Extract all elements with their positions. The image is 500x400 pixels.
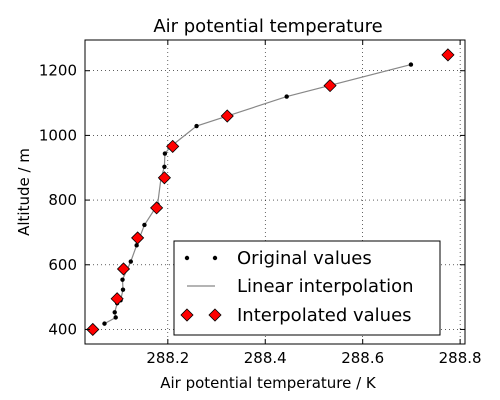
original-value-point <box>162 164 167 169</box>
x-tick-label: 288.6 <box>341 349 384 367</box>
y-tick-label: 800 <box>48 191 77 209</box>
y-tick-label: 600 <box>48 256 77 274</box>
legend-label-original: Original values <box>237 248 372 269</box>
y-tick-label: 1200 <box>39 62 77 80</box>
y-axis-title: Altitude / m <box>15 148 33 236</box>
x-axis-title: Air potential temperature / K <box>160 374 377 392</box>
legend-marker-original-2 <box>212 255 218 261</box>
original-value-point <box>194 123 199 129</box>
legend-box <box>173 240 441 336</box>
interpolated-value-marker <box>157 171 171 185</box>
interpolated-value-marker <box>166 139 180 153</box>
legend: Original values Linear interpolation Int… <box>173 240 441 336</box>
axis-ticks: 288.2 288.4 288.6 288.8 400 600 800 1000 1200 <box>39 40 482 367</box>
original-value-point <box>284 94 289 99</box>
interpolated-value-marker <box>220 109 234 123</box>
legend-marker-interpolated-1 <box>180 308 194 322</box>
interpolated-value-marker <box>110 292 124 306</box>
original-value-point <box>142 222 147 228</box>
y-tick-label: 1000 <box>39 126 77 144</box>
chart-title: Air potential temperature <box>153 16 382 37</box>
interpolated-value-marker <box>131 231 145 245</box>
interpolated-value-marker <box>323 79 337 93</box>
original-value-point <box>102 321 107 326</box>
original-value-point <box>120 287 126 292</box>
interpolated-value-marker <box>150 201 164 215</box>
interpolated-value-marker <box>86 322 100 337</box>
x-tick-label: 288.2 <box>146 349 189 367</box>
legend-label-interpolation: Linear interpolation <box>237 276 414 297</box>
legend-marker-interpolated-2 <box>208 308 222 322</box>
x-tick-label: 288.8 <box>439 349 482 367</box>
original-value-point <box>112 310 117 315</box>
interpolated-value-marker <box>441 48 455 62</box>
original-value-point <box>128 259 133 264</box>
original-value-point <box>408 62 414 67</box>
plot-frame <box>84 39 466 345</box>
legend-marker-original-1 <box>184 255 190 261</box>
original-value-point <box>162 151 168 156</box>
y-tick-label: 400 <box>48 320 77 338</box>
legend-label-interpolated: Interpolated values <box>237 305 412 326</box>
original-value-point <box>113 315 118 320</box>
data-layer <box>86 48 455 337</box>
interpolated-value-marker <box>116 262 131 276</box>
x-tick-label: 288.4 <box>244 349 287 367</box>
original-value-point <box>120 277 125 282</box>
